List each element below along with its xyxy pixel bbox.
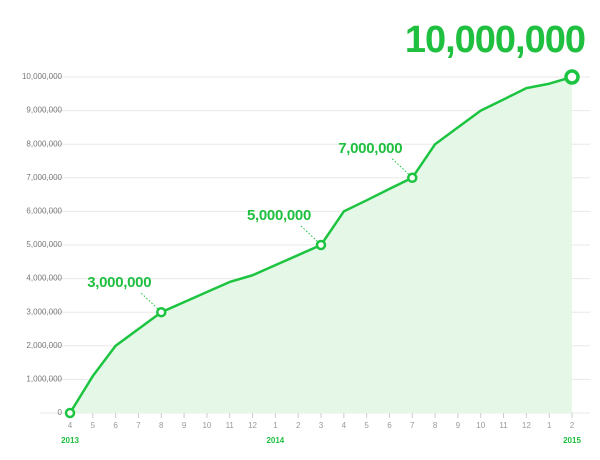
x-tick-label: 9 — [456, 421, 461, 430]
x-tick-label: 3 — [319, 421, 324, 430]
x-tick-label: 11 — [226, 421, 235, 430]
point — [156, 306, 167, 318]
y-tick-label: 8,000,000 — [26, 139, 62, 148]
y-tick-label: 2,000,000 — [26, 341, 62, 350]
x-tick-label: 2 — [296, 421, 301, 430]
y-tick-label: 1,000,000 — [26, 375, 62, 384]
x-tick-label: 12 — [522, 421, 531, 430]
y-tick-label: 5,000,000 — [26, 240, 62, 249]
y-tick-label: 0 — [58, 408, 63, 417]
y-tick-label: 6,000,000 — [26, 207, 62, 216]
x-tick-label: 7 — [410, 421, 415, 430]
leader — [140, 292, 159, 310]
x-tick-label: 7 — [136, 421, 141, 430]
x-tick-label: 10 — [202, 421, 211, 430]
y-tick-label: 7,000,000 — [26, 173, 62, 182]
point — [407, 172, 418, 184]
year-label: 2014 — [266, 436, 284, 445]
x-tick-label: 6 — [113, 421, 118, 430]
point — [64, 407, 76, 419]
annotation: 5,000,000 — [247, 207, 311, 224]
x-tick-label: 2 — [570, 421, 575, 430]
leader — [391, 158, 410, 176]
x-tick-label: 12 — [248, 421, 257, 430]
point — [315, 239, 327, 251]
x-tick-label: 5 — [364, 421, 369, 430]
y-tick-label: 10,000,000 — [22, 72, 63, 81]
x-tick-label: 8 — [433, 421, 438, 430]
leader — [300, 225, 319, 243]
x-tick-label: 6 — [387, 421, 392, 430]
x-tick-label: 1 — [547, 421, 552, 430]
y-tick-label: 4,000,000 — [26, 274, 62, 283]
x-tick-label: 1 — [273, 421, 278, 430]
x-tick-label: 4 — [68, 421, 73, 430]
annotation: 7,000,000 — [338, 140, 402, 157]
x-tick-label: 5 — [91, 421, 96, 430]
point — [564, 69, 580, 85]
annotation: 3,000,000 — [87, 274, 151, 291]
x-tick-label: 11 — [499, 421, 508, 430]
year-label: 2015 — [563, 436, 581, 445]
x-tick-label: 9 — [182, 421, 187, 430]
x-tick-label: 8 — [159, 421, 164, 430]
annotation: 10,000,000 — [405, 19, 585, 61]
y-tick-label: 3,000,000 — [26, 307, 62, 316]
x-tick-label: 10 — [476, 421, 485, 430]
y-tick-label: 9,000,000 — [26, 106, 62, 115]
x-tick-label: 4 — [342, 421, 347, 430]
year-label: 2013 — [61, 436, 79, 445]
